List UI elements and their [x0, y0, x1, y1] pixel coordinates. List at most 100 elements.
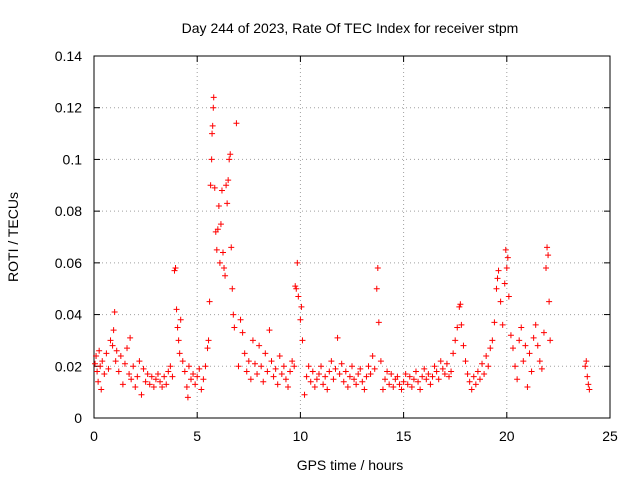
data-point	[540, 329, 547, 336]
y-axis-title: ROTI / TECUs	[5, 192, 21, 282]
data-point	[446, 373, 453, 380]
y-tick-label: 0	[74, 410, 82, 426]
data-point	[487, 345, 494, 352]
data-point	[112, 358, 119, 365]
data-point	[456, 303, 463, 310]
data-point	[318, 363, 325, 370]
data-point	[425, 371, 432, 378]
data-point	[346, 373, 353, 380]
data-point	[188, 376, 195, 383]
data-point	[258, 363, 265, 370]
data-point	[315, 371, 322, 378]
data-point	[349, 363, 355, 370]
data-point	[176, 350, 183, 357]
data-point	[441, 371, 448, 378]
x-tick-labels: 0 5 10 15 20 25	[90, 428, 618, 444]
data-point	[415, 378, 422, 385]
data-point	[586, 386, 593, 393]
data-point	[215, 202, 222, 209]
data-point	[214, 226, 221, 233]
data-point	[353, 381, 360, 388]
data-point	[132, 383, 139, 390]
data-point	[495, 267, 502, 274]
data-point	[220, 249, 226, 256]
data-point	[454, 324, 461, 331]
data-point	[530, 334, 537, 341]
data-point	[585, 381, 592, 388]
data-points	[92, 94, 593, 401]
data-point	[274, 381, 281, 388]
data-point	[111, 308, 118, 315]
data-point	[209, 130, 216, 137]
data-point	[173, 306, 180, 313]
data-point	[320, 381, 327, 388]
data-point	[210, 104, 217, 111]
data-point	[582, 363, 589, 370]
data-point	[165, 368, 172, 375]
data-point	[311, 383, 318, 390]
data-point	[245, 358, 252, 365]
data-point	[287, 368, 294, 375]
data-point	[292, 283, 299, 290]
y-tick-label: 0.14	[55, 48, 82, 64]
data-point	[293, 285, 300, 292]
data-point	[361, 386, 368, 393]
y-tick-label: 0.06	[55, 255, 82, 271]
data-point	[291, 363, 298, 370]
data-point	[115, 368, 122, 375]
data-point	[235, 363, 242, 370]
data-point	[200, 376, 207, 383]
data-point	[299, 337, 306, 344]
data-point	[460, 342, 467, 349]
x-axis-title: GPS time / hours	[297, 457, 404, 473]
data-point	[154, 371, 161, 378]
data-point	[332, 365, 339, 372]
data-point	[174, 324, 181, 331]
x-tick-label: 5	[193, 428, 201, 444]
data-point	[462, 358, 469, 365]
data-point	[412, 368, 419, 375]
data-point	[221, 265, 228, 272]
data-point	[229, 285, 236, 292]
data-point	[357, 365, 364, 372]
data-point	[584, 373, 591, 380]
data-point	[369, 352, 376, 359]
data-point	[417, 386, 424, 393]
data-point	[107, 337, 114, 344]
data-point	[144, 371, 151, 378]
data-point	[394, 373, 401, 380]
data-point	[516, 337, 523, 344]
data-point	[297, 316, 304, 323]
data-point	[388, 371, 395, 378]
data-point	[161, 373, 168, 380]
x-tick-label: 20	[499, 428, 515, 444]
data-point	[547, 337, 554, 344]
data-point	[396, 381, 403, 388]
data-point	[324, 386, 331, 393]
data-point	[509, 345, 516, 352]
data-point	[504, 254, 511, 261]
data-point	[105, 365, 112, 372]
data-point	[419, 373, 426, 380]
data-point	[98, 386, 105, 393]
data-point	[124, 345, 131, 352]
data-point	[398, 386, 405, 393]
data-point	[373, 285, 380, 292]
data-point	[534, 342, 541, 349]
data-point	[410, 376, 417, 383]
data-point	[163, 381, 170, 388]
data-point	[514, 376, 521, 383]
data-point	[117, 352, 124, 359]
data-point	[130, 363, 137, 370]
data-point	[109, 342, 116, 349]
data-point	[502, 246, 509, 253]
data-point	[583, 358, 590, 365]
data-point	[295, 293, 302, 300]
data-point	[305, 363, 312, 370]
data-point	[429, 373, 436, 380]
data-point	[367, 371, 374, 378]
data-point	[285, 383, 292, 390]
data-point	[126, 371, 133, 378]
data-point	[225, 177, 232, 184]
data-point	[140, 365, 147, 372]
